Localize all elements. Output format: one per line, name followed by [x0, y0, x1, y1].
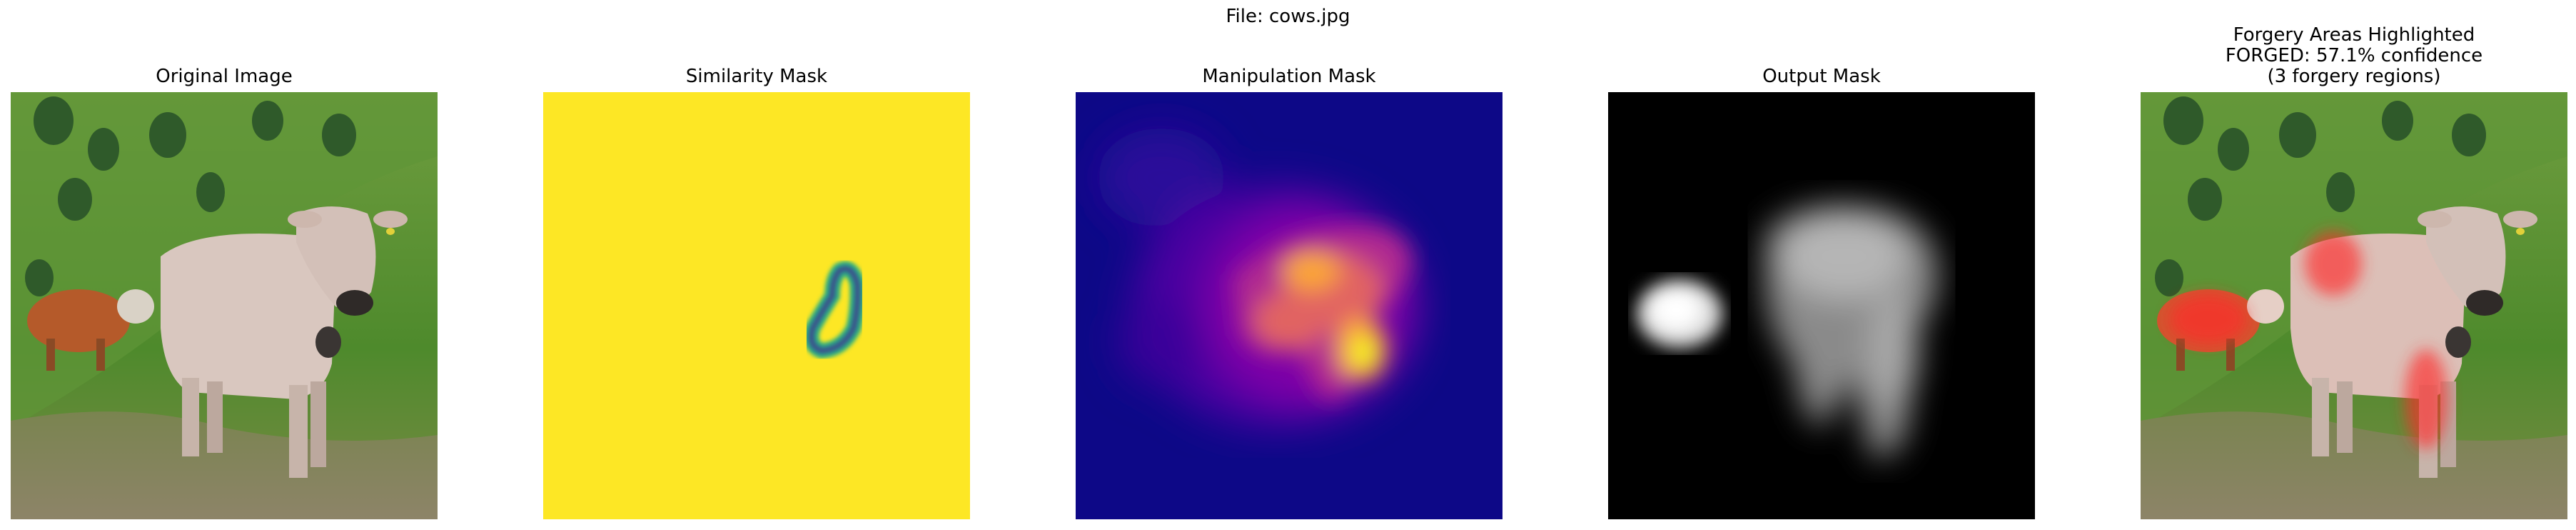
panel-title-original: Original Image — [0, 66, 545, 87]
original-image — [11, 92, 438, 519]
panel-forgery-highlighted: Forgery Areas Highlighted FORGED: 57.1% … — [2141, 0, 2567, 530]
similarity-mask-image — [543, 92, 970, 519]
panel-title-forgery: Forgery Areas Highlighted FORGED: 57.1% … — [2034, 25, 2576, 87]
manipulation-mask-image — [1076, 92, 1502, 519]
panel-title-output-text: Output Mask — [1762, 66, 1881, 87]
forgery-highlighted-image — [2141, 92, 2567, 519]
panel-title-forgery-line-2: FORGED: 57.1% confidence — [2225, 45, 2483, 66]
output-mask-image — [1608, 92, 2035, 519]
panel-title-original-text: Original Image — [156, 66, 293, 87]
panel-similarity-mask: Similarity Mask — [543, 0, 970, 530]
panel-title-forgery-line-3: (3 forgery regions) — [2267, 66, 2441, 87]
panel-output-mask: Output Mask — [1608, 0, 2035, 530]
figure-title: File: cows.jpg — [1226, 6, 1350, 27]
panel-title-manipulation: Manipulation Mask — [969, 66, 1610, 87]
panel-title-output: Output Mask — [1501, 66, 2142, 87]
panel-title-similarity-text: Similarity Mask — [685, 66, 828, 87]
panel-title-manipulation-text: Manipulation Mask — [1202, 66, 1376, 87]
panel-title-forgery-line-1: Forgery Areas Highlighted — [2233, 24, 2475, 46]
panel-title-similarity: Similarity Mask — [436, 66, 1077, 87]
panel-manipulation-mask: Manipulation Mask — [1076, 0, 1502, 530]
panel-original-image: Original Image — [11, 0, 438, 530]
